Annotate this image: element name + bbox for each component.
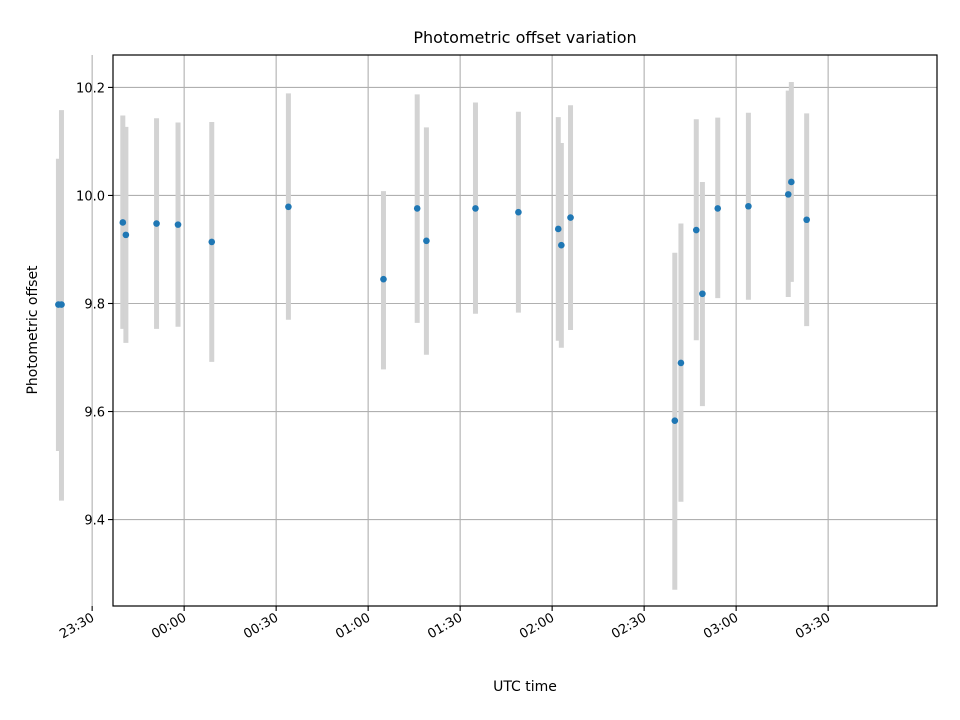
y-tick-label: 10.0: [76, 189, 105, 204]
plot-frame: [112, 54, 938, 607]
data-point: [699, 290, 706, 298]
grid-lines: [91, 55, 937, 606]
data-point: [558, 241, 565, 249]
data-point: [122, 231, 130, 239]
y-tick-label: 9.8: [84, 297, 105, 312]
data-point: [677, 359, 685, 367]
data-point: [285, 203, 292, 211]
data-point: [58, 301, 65, 308]
y-axis-label: Photometric offset: [25, 265, 41, 395]
data-point: [472, 205, 479, 212]
y-tick-label: 9.4: [84, 514, 105, 529]
data-point: [423, 237, 430, 245]
data-point: [784, 191, 792, 198]
data-point: [515, 208, 522, 216]
y-tick-label: 10.2: [76, 81, 105, 96]
y-axis-ticks: 9.4 9.6 9.8 10.0 10.2: [76, 81, 113, 529]
data-points: [55, 178, 810, 425]
data-point: [208, 238, 216, 246]
y-tick-label: 9.6: [84, 406, 105, 421]
data-point: [380, 275, 387, 283]
data-point: [567, 214, 574, 221]
data-point: [671, 417, 679, 425]
data-point: [803, 216, 810, 224]
x-axis-label: UTC time: [493, 679, 557, 695]
data-point: [174, 221, 182, 228]
data-point: [745, 202, 752, 210]
data-point: [119, 219, 127, 226]
data-point: [413, 205, 421, 212]
data-point: [153, 220, 160, 227]
data-point: [554, 225, 562, 233]
chart-title: Photometric offset variation: [413, 28, 636, 47]
data-point: [788, 178, 795, 186]
data-point: [714, 205, 722, 212]
data-point: [692, 226, 700, 234]
